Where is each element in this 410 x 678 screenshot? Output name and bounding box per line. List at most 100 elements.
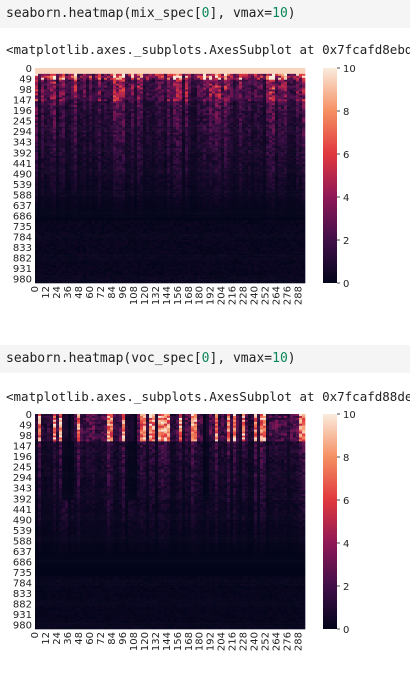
x-tick-label: 12 xyxy=(41,632,52,645)
colorbar-tick-label: 4 xyxy=(343,193,349,204)
x-tick-label: 36 xyxy=(63,632,74,645)
y-tick-label: 294 xyxy=(13,473,32,484)
x-tick-label: 288 xyxy=(294,632,305,651)
x-tick-label: 276 xyxy=(283,286,294,305)
x-tick-label: 36 xyxy=(63,286,74,299)
y-tick-label: 882 xyxy=(13,600,32,611)
code-text: ) xyxy=(287,6,296,21)
x-tick-label: 228 xyxy=(239,632,250,651)
y-tick-label: 833 xyxy=(13,589,32,600)
code-number: 10 xyxy=(272,351,288,366)
x-tick-label: 168 xyxy=(184,286,195,305)
x-tick-label: 60 xyxy=(85,286,96,299)
code-text: seaborn.heatmap(voc_spec[ xyxy=(6,351,202,366)
x-tick-label: 0 xyxy=(30,632,41,638)
y-tick-label: 294 xyxy=(13,127,32,138)
heatmap-chart-2: 0499814719624529434339244149053958863768… xyxy=(13,410,356,651)
y-tick-label: 490 xyxy=(13,515,32,526)
x-tick-label: 228 xyxy=(239,286,250,305)
y-tick-label: 588 xyxy=(13,536,32,547)
y-tick-label: 0 xyxy=(26,64,32,75)
colorbar xyxy=(323,68,337,283)
x-tick-label: 72 xyxy=(96,632,107,645)
y-tick-label: 147 xyxy=(13,96,32,107)
colorbar-tick-label: 0 xyxy=(343,625,349,636)
colorbar-tick-label: 6 xyxy=(343,150,349,161)
x-tick-label: 156 xyxy=(173,286,184,305)
x-tick-label: 108 xyxy=(129,286,140,305)
x-tick-label: 216 xyxy=(228,632,239,651)
colorbar-tick-label: 4 xyxy=(343,539,349,550)
y-tick-label: 196 xyxy=(13,106,32,117)
colorbar-tick-label: 10 xyxy=(343,410,356,421)
x-tick-label: 252 xyxy=(261,286,272,305)
colorbar xyxy=(323,414,337,629)
code-cell-input-1[interactable]: seaborn.heatmap(mix_spec[0], vmax=10) xyxy=(0,0,410,28)
y-tick-label: 931 xyxy=(13,264,32,275)
y-tick-label: 441 xyxy=(13,159,32,170)
colorbar-tick-label: 8 xyxy=(343,107,349,118)
heatmap-cells xyxy=(35,414,306,630)
x-tick-label: 120 xyxy=(140,286,151,305)
y-tick-label: 637 xyxy=(13,547,32,558)
y-tick-label: 833 xyxy=(13,243,32,254)
x-tick-label: 120 xyxy=(140,632,151,651)
y-tick-label: 245 xyxy=(13,463,32,474)
x-tick-label: 84 xyxy=(107,632,118,645)
x-tick-label: 180 xyxy=(195,632,206,651)
y-tick-label: 0 xyxy=(26,410,32,421)
y-tick-label: 784 xyxy=(13,233,32,244)
colorbar-tick-label: 0 xyxy=(343,279,349,290)
y-tick-label: 392 xyxy=(13,494,32,505)
x-tick-label: 96 xyxy=(118,632,129,645)
x-tick-label: 288 xyxy=(294,286,305,305)
y-tick-label: 392 xyxy=(13,148,32,159)
cell-output-text-1: <matplotlib.axes._subplots.AxesSubplot a… xyxy=(6,42,410,57)
y-tick-label: 931 xyxy=(13,610,32,621)
y-tick-label: 588 xyxy=(13,190,32,201)
code-cell-input-2[interactable]: seaborn.heatmap(voc_spec[0], vmax=10) xyxy=(0,345,410,373)
x-tick-label: 144 xyxy=(162,632,173,651)
code-text: ], vmax= xyxy=(209,6,273,21)
y-tick-label: 539 xyxy=(13,180,32,191)
heatmap-cells xyxy=(35,68,306,284)
code-number: 10 xyxy=(272,6,288,21)
y-tick-label: 882 xyxy=(13,254,32,265)
code-text: seaborn.heatmap(mix_spec[ xyxy=(6,6,202,21)
colorbar-tick-label: 2 xyxy=(343,582,349,593)
colorbar-tick-label: 2 xyxy=(343,236,349,247)
x-tick-label: 240 xyxy=(250,286,261,305)
y-tick-label: 343 xyxy=(13,484,32,495)
x-tick-label: 156 xyxy=(173,632,184,651)
y-tick-label: 686 xyxy=(13,211,32,222)
x-tick-label: 0 xyxy=(30,286,41,292)
y-tick-label: 49 xyxy=(19,75,32,86)
x-tick-label: 264 xyxy=(272,632,283,651)
x-tick-label: 144 xyxy=(162,286,173,305)
x-tick-label: 132 xyxy=(151,286,162,305)
x-tick-label: 168 xyxy=(184,632,195,651)
x-tick-label: 192 xyxy=(206,286,217,305)
x-tick-label: 96 xyxy=(118,286,129,299)
x-tick-label: 24 xyxy=(52,286,63,299)
y-tick-label: 686 xyxy=(13,557,32,568)
y-tick-label: 196 xyxy=(13,452,32,463)
x-tick-label: 264 xyxy=(272,286,283,305)
y-tick-label: 490 xyxy=(13,169,32,180)
x-tick-label: 240 xyxy=(250,632,261,651)
colorbar-tick-label: 10 xyxy=(343,64,356,75)
x-tick-label: 276 xyxy=(283,632,294,651)
code-text: ) xyxy=(287,351,296,366)
x-tick-label: 204 xyxy=(217,632,228,651)
x-tick-label: 84 xyxy=(107,286,118,299)
x-tick-label: 108 xyxy=(129,632,140,651)
x-tick-label: 132 xyxy=(151,632,162,651)
x-tick-label: 48 xyxy=(74,632,85,645)
x-tick-label: 180 xyxy=(195,286,206,305)
x-tick-label: 252 xyxy=(261,632,272,651)
y-tick-label: 49 xyxy=(19,421,32,432)
y-tick-label: 98 xyxy=(19,431,32,442)
y-tick-label: 539 xyxy=(13,526,32,537)
y-tick-label: 735 xyxy=(13,222,32,233)
y-tick-label: 980 xyxy=(13,621,32,632)
